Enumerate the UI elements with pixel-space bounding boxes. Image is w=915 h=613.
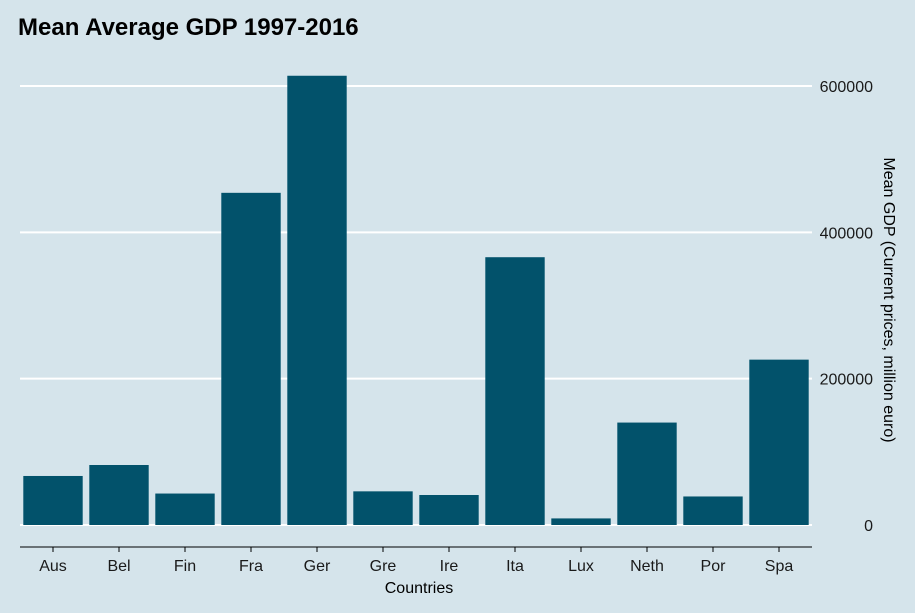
x-tick-label: Spa — [765, 558, 794, 575]
bar-neth — [617, 422, 677, 525]
bar-ire — [419, 495, 479, 525]
x-tick-label: Fin — [174, 558, 196, 575]
x-tick-label: Ger — [304, 558, 331, 575]
bars — [23, 75, 809, 526]
bar-spa — [749, 359, 809, 525]
x-tick-label: Ita — [506, 558, 524, 575]
x-tick-label: Neth — [630, 558, 664, 575]
x-tick-label: Ire — [440, 558, 459, 575]
x-tick-label: Bel — [107, 558, 130, 575]
y-tick-label: 400000 — [820, 225, 873, 242]
x-tick-label: Lux — [568, 558, 594, 575]
bar-ger — [287, 75, 347, 526]
x-tick-label: Aus — [39, 558, 67, 575]
x-axis-ticks: Aus Bel Fin Fra Ger Gre Ire Ita Lux Neth Por Spa — [39, 558, 793, 575]
chart-title: Mean Average GDP 1997-2016 — [18, 14, 359, 41]
bar-fin — [155, 493, 215, 525]
x-tick-label: Fra — [239, 558, 263, 575]
x-axis-title: Countries — [385, 580, 453, 597]
bar-por — [683, 496, 743, 525]
y-tick-label: 600000 — [820, 79, 873, 96]
x-axis — [20, 546, 812, 552]
bar-gre — [353, 491, 413, 525]
x-tick-label: Por — [701, 558, 727, 575]
y-axis-ticks: 0 200000 400000 600000 — [820, 79, 873, 535]
bar-lux — [551, 518, 611, 525]
bar-aus — [23, 475, 83, 525]
gridlines — [20, 85, 812, 526]
y-tick-label: 0 — [864, 518, 873, 535]
y-tick-label: 200000 — [820, 372, 873, 389]
x-tick-label: Gre — [370, 558, 397, 575]
bar-bel — [89, 465, 149, 525]
bar-ita — [485, 257, 545, 525]
y-axis-title: Mean GDP (Current prices, million euro) — [880, 157, 897, 442]
bar-fra — [221, 192, 281, 525]
